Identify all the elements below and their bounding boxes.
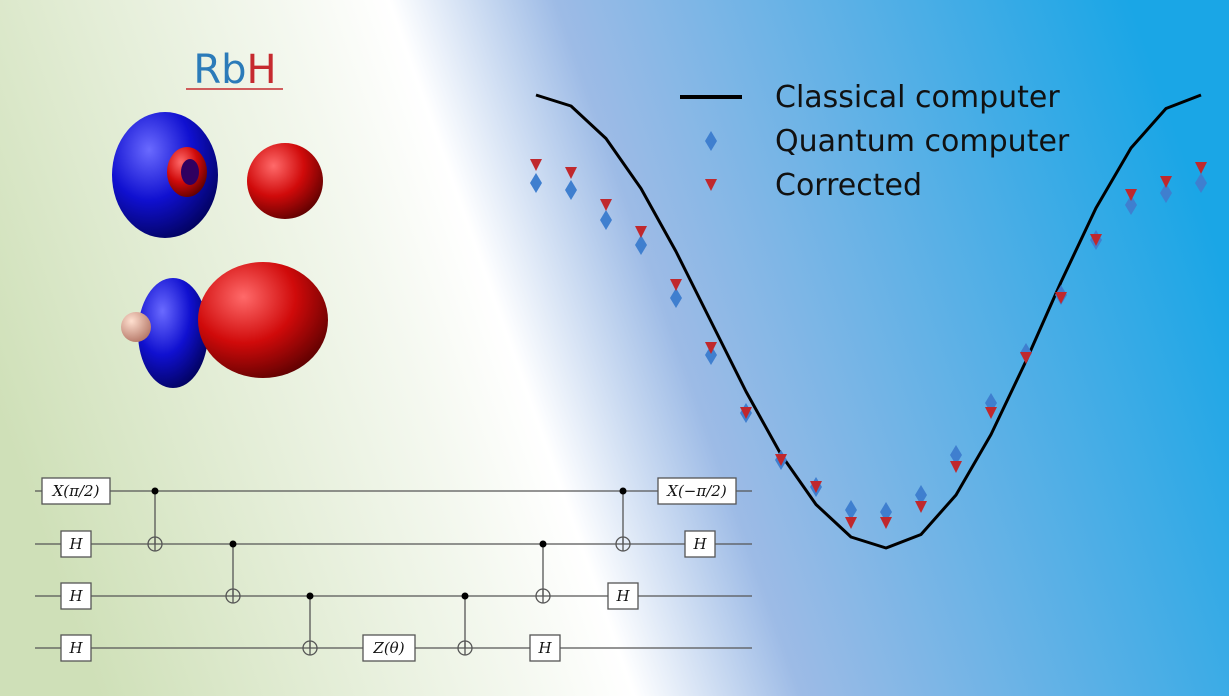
control-dot (152, 488, 159, 495)
legend-label: Quantum computer (775, 124, 1070, 159)
gate-label: H (68, 639, 83, 657)
gate-label: H (537, 639, 552, 657)
legend-label: Classical computer (775, 80, 1060, 115)
atom-symbol: H (247, 47, 277, 93)
page: RbH X(π/2)HHHZ(θ)HHX(−π/2)H Classical co… (0, 0, 1229, 696)
legend-label: Corrected (775, 168, 922, 203)
gate-label: Z(θ) (372, 639, 404, 657)
gate-label: H (68, 535, 83, 553)
gate-label: H (692, 535, 707, 553)
control-dot (540, 541, 547, 548)
control-dot (620, 488, 627, 495)
gate-label: X(π/2) (52, 482, 100, 500)
gate-label: H (615, 587, 630, 605)
molecule-title: RbH (193, 47, 276, 93)
gate-label: H (68, 587, 83, 605)
figure: RbH X(π/2)HHHZ(θ)HHX(−π/2)H Classical co… (0, 0, 1229, 696)
gate-label: X(−π/2) (666, 482, 727, 500)
control-dot (462, 593, 469, 600)
control-dot (307, 593, 314, 600)
atom-symbol: Rb (193, 47, 246, 93)
control-dot (230, 541, 237, 548)
